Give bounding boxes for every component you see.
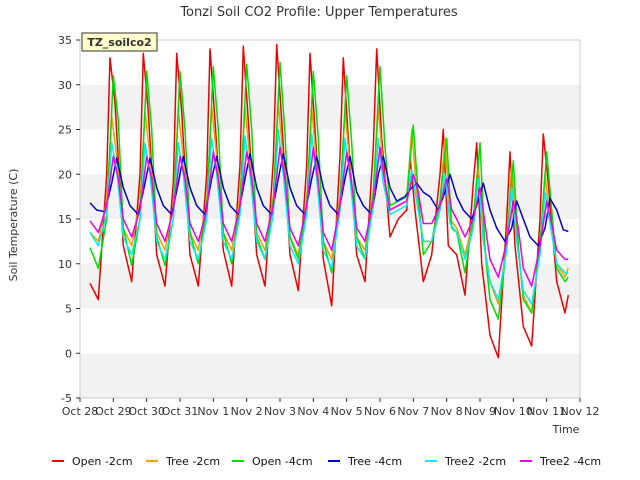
grid-band: [80, 263, 580, 309]
x-tick-label: Nov 12: [561, 405, 600, 418]
legend-label: Tree -4cm: [347, 455, 402, 468]
y-tick-label: 15: [58, 213, 72, 226]
x-tick-label: Nov 8: [431, 405, 463, 418]
grid-band: [80, 129, 580, 175]
y-tick-label: -5: [61, 392, 72, 405]
legend-label: Open -4cm: [252, 455, 313, 468]
x-tick-label: Nov 10: [494, 405, 533, 418]
legend-label: Tree2 -4cm: [539, 455, 601, 468]
x-tick-label: Nov 4: [297, 405, 329, 418]
y-tick-label: 20: [58, 168, 72, 181]
grid-band: [80, 40, 580, 85]
y-tick-label: 0: [65, 347, 72, 360]
legend-label: Tree -2cm: [165, 455, 220, 468]
series-line-tree2-4cm: [89, 146, 569, 287]
x-tick-label: Nov 3: [264, 405, 296, 418]
y-axis: -5 0 5 10 15 20 25 30 35: [58, 34, 80, 405]
series-layer: [89, 43, 570, 359]
x-tick-label: Oct 30: [128, 405, 165, 418]
x-tick-label: Nov 6: [364, 405, 396, 418]
site-badge-box: [81, 32, 158, 52]
x-tick-label: Oct 29: [95, 405, 132, 418]
grid-band: [80, 84, 580, 130]
y-tick-label: 10: [58, 258, 72, 271]
y-tick-label: 25: [58, 124, 72, 137]
y-axis-title: Soil Temperature (C): [7, 169, 20, 282]
x-tick-label: Nov 5: [331, 405, 363, 418]
site-badge-label: TZ_soilco2: [87, 36, 151, 49]
legend: Open -2cm Tree -2cm Open -4cm Tree -4cm Tree…: [52, 455, 601, 468]
series-line-open-2cm: [89, 43, 570, 359]
x-axis-title: Time: [552, 423, 580, 436]
y-tick-label: 35: [58, 34, 72, 47]
legend-label: Open -2cm: [72, 455, 133, 468]
x-tick-label: Nov 1: [197, 405, 229, 418]
x-tick-label: Oct 28: [62, 405, 99, 418]
series-line-tree2-2cm: [89, 128, 569, 305]
x-tick-label: Nov 11: [527, 405, 566, 418]
grid-band: [80, 308, 580, 354]
x-tick-label: Nov 2: [231, 405, 263, 418]
x-tick-label: Nov 7: [397, 405, 429, 418]
x-tick-label: Oct 31: [162, 405, 199, 418]
chart-title: Tonzi Soil CO2 Profile: Upper Temperatur…: [179, 5, 458, 20]
grid-band: [80, 174, 580, 219]
site-badge: TZ_soilco2: [81, 32, 158, 52]
grid-band: [80, 353, 580, 398]
y-tick-label: 5: [65, 303, 72, 316]
legend-label: Tree2 -2cm: [444, 455, 506, 468]
y-tick-label: 30: [58, 79, 72, 92]
x-tick-label: Nov 9: [464, 405, 496, 418]
